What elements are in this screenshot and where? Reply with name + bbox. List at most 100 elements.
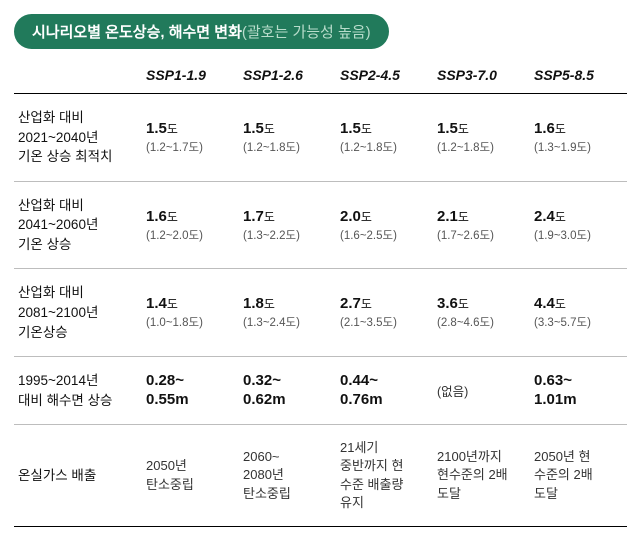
cell-unit: 도 <box>264 210 275 224</box>
row-label: 산업화 대비2041~2060년기온 상승 <box>14 181 142 269</box>
cell: (없음) <box>433 357 530 425</box>
header-row: SSP1-1.9 SSP1-2.6 SSP2-4.5 SSP3-7.0 SSP5… <box>14 59 627 94</box>
cell-value: 2.0 <box>340 208 361 225</box>
cell-range: (1.2~1.8도) <box>243 139 332 155</box>
col-header: SSP3-7.0 <box>433 59 530 94</box>
cell-unit: 도 <box>264 122 275 136</box>
row-label: 1995~2014년대비 해수면 상승 <box>14 357 142 425</box>
col-header: SSP1-1.9 <box>142 59 239 94</box>
col-header: SSP5-8.5 <box>530 59 627 94</box>
cell-unit: 도 <box>361 210 372 224</box>
title-main: 시나리오별 온도상승, 해수면 변화 <box>32 24 242 41</box>
cell: 0.44~0.76m <box>336 357 433 425</box>
title-bar: 시나리오별 온도상승, 해수면 변화(괄호는 가능성 높음) <box>14 14 389 49</box>
sea-value: 0.44~0.76m <box>340 372 429 410</box>
cell: 1.8도 (1.3~2.4도) <box>239 269 336 357</box>
cell: 0.32~0.62m <box>239 357 336 425</box>
cell: 2.1도 (1.7~2.6도) <box>433 181 530 269</box>
cell-unit: 도 <box>555 297 566 311</box>
cell-unit: 도 <box>458 122 469 136</box>
cell-value: 1.4 <box>146 295 167 312</box>
table-row: 산업화 대비2081~2100년기온상승1.4도(1.0~1.8도)1.8도(1… <box>14 269 627 357</box>
cell-value: 1.5 <box>340 120 361 137</box>
cell: 1.5도(1.2~1.8도) <box>336 94 433 182</box>
cell-range: (2.1~3.5도) <box>340 314 429 330</box>
cell-range: (1.7~2.6도) <box>437 227 526 243</box>
note-text: 21세기중반까지 현수준 배출량유지 <box>340 439 429 512</box>
cell-range: (1.0~1.8도) <box>146 314 235 330</box>
cell-range: (1.3~2.4도) <box>243 314 332 330</box>
cell: 1.7도 (1.3~2.2도) <box>239 181 336 269</box>
cell-value: 1.7 <box>243 208 264 225</box>
cell-value: 2.4 <box>534 208 555 225</box>
cell-value: 1.5 <box>146 120 167 137</box>
cell-range: (1.2~1.7도) <box>146 139 235 155</box>
cell-unit: 도 <box>361 297 372 311</box>
cell-value: 4.4 <box>534 295 555 312</box>
cell: 2.4도 (1.9~3.0도) <box>530 181 627 269</box>
cell-range: (3.3~5.7도) <box>534 314 623 330</box>
cell: 4.4도 (3.3~5.7도) <box>530 269 627 357</box>
col-header: SSP2-4.5 <box>336 59 433 94</box>
note-text: 2060~2080년탄소중립 <box>243 448 332 503</box>
cell-value: 1.5 <box>243 120 264 137</box>
cell-unit: 도 <box>264 297 275 311</box>
table-body: 산업화 대비2021~2040년기온 상승 최적치1.5도(1.2~1.7도)1… <box>14 94 627 527</box>
cell-unit: 도 <box>458 210 469 224</box>
cell-unit: 도 <box>361 122 372 136</box>
cell-value: 3.6 <box>437 295 458 312</box>
cell-unit: 도 <box>167 210 178 224</box>
cell: 2.7도 (2.1~3.5도) <box>336 269 433 357</box>
cell: 1.5도 (1.2~1.8도) <box>239 94 336 182</box>
table-row: 산업화 대비2041~2060년기온 상승1.6도(1.2~2.0도)1.7도(… <box>14 181 627 269</box>
cell-value: 1.5 <box>437 120 458 137</box>
cell: 1.5도 (1.2~1.8도) <box>433 94 530 182</box>
cell: 3.6도 (2.8~4.6도) <box>433 269 530 357</box>
cell: 1.5도 (1.2~1.7도) <box>142 94 239 182</box>
cell: 0.28~0.55m <box>142 357 239 425</box>
row-label: 산업화 대비2081~2100년기온상승 <box>14 269 142 357</box>
cell: 2050년 현수준의 2배도달 <box>530 425 627 527</box>
cell-range: (1.9~3.0도) <box>534 227 623 243</box>
cell-unit: 도 <box>555 210 566 224</box>
cell-range: (1.2~1.8도) <box>437 139 526 155</box>
cell: 1.4도 (1.0~1.8도) <box>142 269 239 357</box>
header-blank <box>14 59 142 94</box>
cell: 0.63~1.01m <box>530 357 627 425</box>
col-header: SSP1-2.6 <box>239 59 336 94</box>
cell-value: 1.8 <box>243 295 264 312</box>
note-text: 2100년까지현수준의 2배도달 <box>437 448 526 503</box>
scenario-table: SSP1-1.9 SSP1-2.6 SSP2-4.5 SSP3-7.0 SSP5… <box>14 59 627 527</box>
sea-value: 0.32~0.62m <box>243 372 332 410</box>
cell-range: (1.6~2.5도) <box>340 227 429 243</box>
cell-unit: 도 <box>167 122 178 136</box>
cell-value: 1.6 <box>534 120 555 137</box>
cell-value: 2.1 <box>437 208 458 225</box>
cell-unit: 도 <box>555 122 566 136</box>
cell: 2100년까지현수준의 2배도달 <box>433 425 530 527</box>
cell: 2.0도 (1.6~2.5도) <box>336 181 433 269</box>
note-text: 2050년탄소중립 <box>146 457 235 493</box>
cell: 21세기중반까지 현수준 배출량유지 <box>336 425 433 527</box>
cell-none: (없음) <box>437 385 468 399</box>
table-row: 온실가스 배출2050년탄소중립2060~2080년탄소중립21세기중반까지 현… <box>14 425 627 527</box>
table-row: 1995~2014년대비 해수면 상승0.28~0.55m0.32~0.62m0… <box>14 357 627 425</box>
sea-value: 0.28~0.55m <box>146 372 235 410</box>
cell-range: (2.8~4.6도) <box>437 314 526 330</box>
table-row: 산업화 대비2021~2040년기온 상승 최적치1.5도(1.2~1.7도)1… <box>14 94 627 182</box>
sea-value: 0.63~1.01m <box>534 372 623 410</box>
cell-unit: 도 <box>458 297 469 311</box>
cell-value: 2.7 <box>340 295 361 312</box>
cell: 2060~2080년탄소중립 <box>239 425 336 527</box>
cell-unit: 도 <box>167 297 178 311</box>
title-sub: (괄호는 가능성 높음) <box>242 24 371 41</box>
cell: 1.6도 (1.3~1.9도) <box>530 94 627 182</box>
cell: 2050년탄소중립 <box>142 425 239 527</box>
row-label: 산업화 대비2021~2040년기온 상승 최적치 <box>14 94 142 182</box>
cell-range: (1.3~2.2도) <box>243 227 332 243</box>
note-text: 2050년 현수준의 2배도달 <box>534 448 623 503</box>
row-label: 온실가스 배출 <box>14 425 142 527</box>
cell-range: (1.2~2.0도) <box>146 227 235 243</box>
cell-value: 1.6 <box>146 208 167 225</box>
cell-range: (1.3~1.9도) <box>534 139 623 155</box>
